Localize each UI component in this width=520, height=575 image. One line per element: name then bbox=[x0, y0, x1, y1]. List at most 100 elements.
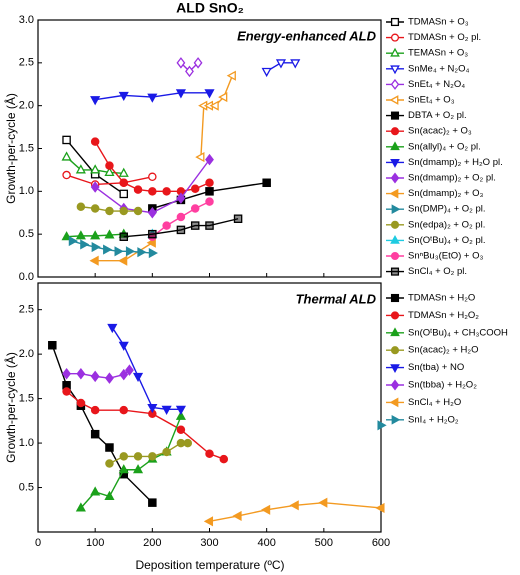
legend-marker bbox=[390, 267, 400, 276]
y-tick-label: 2.5 bbox=[19, 57, 34, 69]
marker bbox=[176, 438, 186, 448]
marker bbox=[48, 340, 57, 350]
marker bbox=[148, 452, 157, 461]
marker bbox=[75, 164, 86, 174]
marker bbox=[176, 192, 186, 204]
legend-label: Sn(dmamp)₂ + O₂ pl. bbox=[408, 173, 496, 184]
marker bbox=[318, 497, 328, 508]
marker bbox=[185, 65, 194, 78]
legend-label: Sn(allyl)₄ + O₂ pl. bbox=[408, 141, 481, 152]
marker bbox=[132, 464, 144, 474]
marker bbox=[119, 206, 129, 216]
legend-marker bbox=[390, 65, 400, 75]
marker bbox=[233, 214, 243, 223]
marker bbox=[119, 232, 129, 241]
y-tick-label: 0.0 bbox=[19, 271, 34, 283]
marker bbox=[377, 420, 387, 431]
marker bbox=[176, 212, 186, 222]
marker bbox=[175, 405, 186, 415]
y-tick-label: 0.5 bbox=[19, 228, 34, 240]
x-tick-label: 100 bbox=[86, 537, 104, 549]
legend-label: DBTA + O₂ pl. bbox=[408, 110, 467, 121]
x-tick-label: 200 bbox=[143, 537, 161, 549]
legend-marker bbox=[390, 17, 400, 27]
x-tick-label: 300 bbox=[200, 537, 218, 549]
series-line bbox=[209, 501, 382, 523]
marker bbox=[232, 510, 242, 522]
marker bbox=[132, 372, 144, 383]
marker bbox=[105, 372, 114, 384]
marker bbox=[162, 187, 171, 196]
marker bbox=[104, 166, 115, 177]
legend-label: Sn(acac)₂ + H₂O bbox=[408, 345, 478, 356]
legend-marker bbox=[390, 111, 400, 120]
annotation: Energy-enhanced ALD bbox=[237, 28, 377, 43]
marker bbox=[133, 206, 143, 216]
y-tick-label: 2.0 bbox=[19, 348, 34, 360]
legend-label: TDMASn + H₂O bbox=[408, 293, 475, 304]
legend-label: Sn(OᵗBu)₄ + O₂ pl. bbox=[408, 235, 486, 246]
marker bbox=[275, 59, 287, 69]
marker bbox=[75, 230, 86, 240]
legend-label: SnCl₄ + O₂ pl. bbox=[408, 266, 467, 277]
legend-marker bbox=[390, 379, 400, 391]
marker bbox=[75, 502, 86, 512]
legend-marker bbox=[390, 311, 400, 320]
marker bbox=[176, 425, 186, 434]
y-tick-label: 1.0 bbox=[19, 437, 34, 449]
legend-marker bbox=[389, 397, 399, 408]
annotation: Thermal ALD bbox=[296, 291, 377, 306]
marker bbox=[205, 197, 214, 206]
series-line bbox=[200, 75, 234, 158]
marker bbox=[176, 57, 186, 69]
marker bbox=[118, 464, 129, 474]
marker bbox=[161, 405, 172, 415]
legend-marker bbox=[389, 188, 399, 199]
marker bbox=[105, 161, 114, 170]
marker bbox=[119, 178, 129, 188]
legend-marker bbox=[389, 95, 399, 105]
legend-marker bbox=[390, 33, 400, 42]
legend-marker bbox=[390, 220, 400, 229]
marker bbox=[80, 239, 90, 250]
marker bbox=[147, 403, 158, 414]
legend-label: Sn(OᵗBu)₄ + CH₃COOH bbox=[408, 327, 508, 338]
marker bbox=[148, 172, 157, 182]
legend-label: Sn(DMP)₄ + O₂ pl. bbox=[408, 204, 486, 215]
legend-label: Sn(dmamp)₂ + O₃ bbox=[408, 188, 484, 199]
marker bbox=[203, 516, 214, 527]
marker bbox=[219, 454, 229, 464]
marker bbox=[190, 184, 200, 194]
legend-marker bbox=[391, 204, 401, 215]
y-tick-label: 0.5 bbox=[19, 481, 34, 493]
marker bbox=[289, 500, 299, 511]
series-line bbox=[152, 182, 267, 210]
marker bbox=[91, 241, 101, 253]
marker bbox=[104, 490, 115, 500]
legend-marker bbox=[390, 47, 400, 57]
marker bbox=[147, 207, 157, 219]
marker bbox=[125, 246, 136, 257]
x-tick-label: 500 bbox=[315, 537, 333, 549]
marker bbox=[118, 341, 129, 351]
marker bbox=[226, 70, 236, 81]
y-axis-label: Growth-per-cycle (Å) bbox=[3, 93, 18, 204]
marker bbox=[90, 405, 100, 415]
marker bbox=[133, 452, 143, 461]
marker bbox=[148, 229, 157, 239]
marker bbox=[76, 398, 86, 408]
marker bbox=[262, 178, 271, 188]
marker bbox=[204, 89, 215, 99]
series-line bbox=[66, 174, 153, 186]
series-line bbox=[111, 327, 181, 410]
legend-label: SnMe₄ + N₂O₄ bbox=[408, 63, 469, 74]
marker bbox=[90, 429, 100, 439]
marker bbox=[148, 187, 157, 196]
y-tick-label: 1.0 bbox=[19, 185, 34, 197]
y-tick-label: 2.5 bbox=[19, 304, 34, 316]
marker bbox=[118, 167, 129, 177]
marker bbox=[68, 235, 78, 247]
legend-marker bbox=[390, 251, 400, 261]
marker bbox=[62, 367, 72, 380]
